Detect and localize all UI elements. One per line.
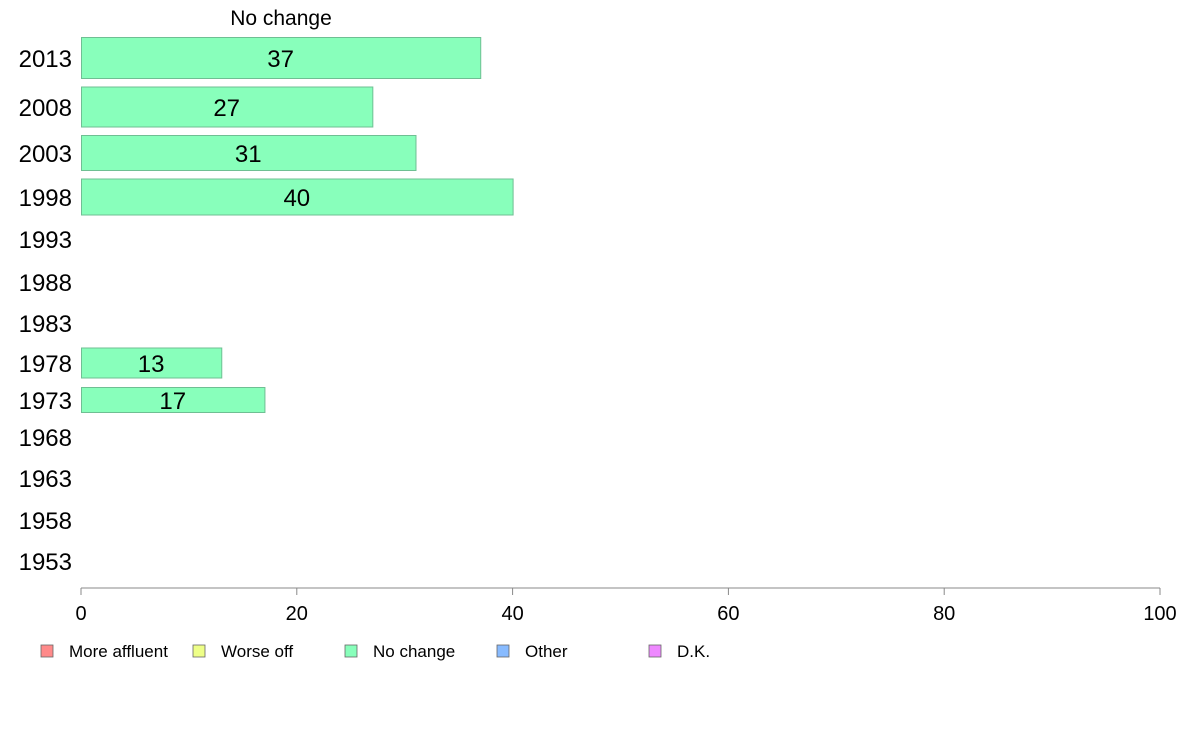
x-tick-label: 100 (1143, 603, 1176, 625)
y-tick-label: 1988 (19, 270, 72, 297)
legend-swatch (648, 644, 662, 658)
legend-label: Other (525, 642, 568, 661)
legend-label: D.K. (677, 642, 710, 661)
x-tick-label: 40 (501, 603, 523, 625)
bars: 37 27 31 40 13 17 (81, 37, 514, 415)
bar-value-label: 31 (235, 141, 262, 168)
bar (81, 86, 374, 128)
bar (81, 135, 417, 171)
x-axis: 0 20 40 60 80 100 (75, 587, 1177, 625)
bar (81, 387, 266, 413)
x-tick-label: 0 (75, 603, 86, 625)
y-tick-label: 1983 (19, 311, 72, 338)
y-tick-label: 1978 (19, 351, 72, 378)
x-tick-label: 60 (717, 603, 739, 625)
y-tick-label: 1968 (19, 425, 72, 452)
bar (81, 347, 223, 379)
y-axis-labels: 2013 2008 2003 1998 1993 1988 1983 1978 1973 1968… (19, 46, 72, 576)
y-tick-label: 2003 (19, 141, 72, 168)
bar-value-label: 27 (213, 95, 240, 122)
legend: More affluent Worse off No change Other D.K. (40, 642, 710, 661)
bar-value-label: 37 (267, 46, 294, 73)
x-tick-label: 80 (933, 603, 955, 625)
y-tick-label: 1953 (19, 549, 72, 576)
bar-value-label: 40 (283, 185, 310, 212)
legend-swatch (496, 644, 510, 658)
chart-title: No change (230, 7, 332, 30)
y-tick-label: 1963 (19, 466, 72, 493)
y-tick-label: 1973 (19, 388, 72, 415)
legend-label: Worse off (221, 642, 293, 661)
y-tick-label: 1993 (19, 227, 72, 254)
legend-swatch (40, 644, 54, 658)
y-tick-label: 1998 (19, 185, 72, 212)
y-tick-label: 2013 (19, 46, 72, 73)
bar-value-label: 13 (138, 351, 165, 378)
y-tick-label: 2008 (19, 95, 72, 122)
bar-value-label: 17 (159, 388, 186, 415)
x-tick-label: 20 (286, 603, 308, 625)
legend-label: More affluent (69, 642, 168, 661)
legend-label: No change (373, 642, 455, 661)
bar (81, 37, 482, 79)
legend-swatch (344, 644, 358, 658)
y-tick-label: 1958 (19, 508, 72, 535)
bar (81, 178, 514, 216)
legend-swatch (192, 644, 206, 658)
